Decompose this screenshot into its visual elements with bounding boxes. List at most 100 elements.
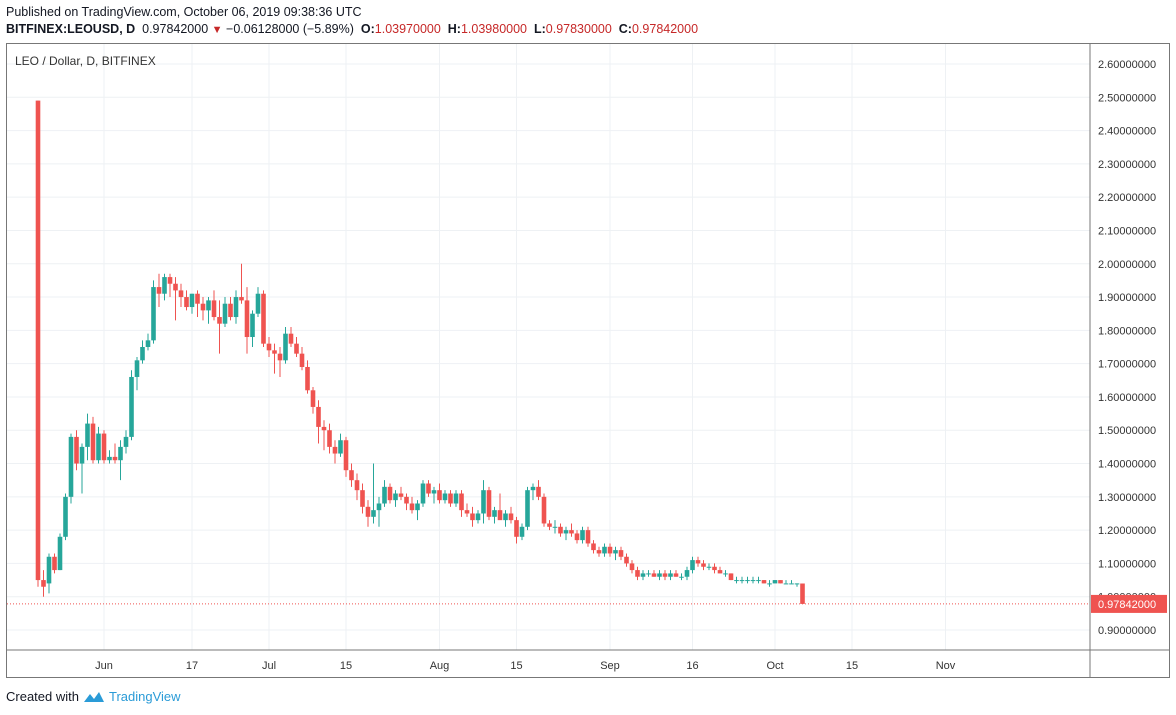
high-label: H: [447, 22, 461, 36]
candle-body [646, 573, 651, 575]
open-label: O: [360, 22, 375, 36]
close-value: 0.97842000 [631, 22, 699, 36]
x-tick-label: Nov [936, 660, 956, 672]
candle-body [525, 490, 530, 527]
candle-body [712, 566, 717, 571]
candle-body [536, 486, 541, 497]
x-tick-label: 17 [186, 660, 198, 672]
candle-body [211, 300, 217, 318]
candle-body [299, 353, 305, 367]
candle-body [717, 570, 723, 574]
candle-body [217, 317, 222, 324]
candle-body [371, 510, 376, 517]
y-tick-label: 2.10000000 [1098, 225, 1156, 237]
y-tick-label: 2.40000000 [1098, 126, 1156, 138]
candle-body [783, 583, 789, 585]
candle-body [283, 333, 288, 361]
candle-body [569, 530, 574, 534]
candle-body [668, 573, 673, 577]
candle-body [107, 456, 112, 461]
candle-body [563, 530, 569, 534]
x-tick-label: Jul [262, 660, 276, 672]
candle-body [530, 486, 536, 491]
candle-body [706, 566, 712, 568]
high-value: 1.03980000 [460, 22, 528, 36]
candle-body [415, 503, 420, 511]
candle-body [393, 493, 398, 501]
candle-body [404, 496, 409, 504]
candle-body [624, 556, 629, 564]
candle-body [778, 580, 783, 584]
candle-body [206, 300, 211, 311]
candle-body [684, 570, 690, 577]
candle-body [657, 573, 662, 577]
low-label: L: [533, 22, 546, 36]
candle-body [178, 290, 184, 298]
candle-body [723, 573, 728, 575]
candle-body [514, 520, 519, 537]
candle-body [800, 583, 805, 604]
candle-body [695, 560, 701, 564]
candle-body [398, 493, 404, 497]
candle-body [250, 313, 255, 338]
candle-body [239, 297, 244, 301]
y-tick-label: 0.90000000 [1098, 625, 1156, 637]
candle-body [134, 360, 140, 377]
candle-body [129, 376, 134, 437]
x-tick-label: Aug [430, 660, 450, 672]
candle-body [382, 486, 387, 504]
candle-body [503, 513, 508, 521]
candle-body [756, 580, 761, 582]
symbol-label[interactable]: BITFINEX:LEOUSD, D [6, 22, 136, 36]
candle-body [558, 526, 563, 534]
candle-body [750, 580, 756, 582]
candle-body [35, 100, 41, 581]
y-tick-label: 1.70000000 [1098, 359, 1156, 371]
last-price: 0.97842000 [142, 22, 209, 36]
published-note: Published on TradingView.com, October 06… [6, 5, 362, 19]
candle-body [574, 533, 580, 541]
y-tick-label: 1.60000000 [1098, 392, 1156, 404]
candle-body [486, 490, 492, 517]
tradingview-brand[interactable]: TradingView [108, 689, 181, 704]
candle-body [288, 333, 294, 344]
y-tick-label: 1.10000000 [1098, 558, 1156, 570]
candle-body [734, 580, 739, 582]
low-value: 0.97830000 [545, 22, 612, 36]
candle-body [321, 426, 327, 431]
candle-body [360, 490, 365, 507]
candle-body [745, 580, 750, 582]
candle-body [244, 300, 250, 338]
candle-body [151, 287, 156, 341]
candle-body [459, 493, 464, 511]
candle-body [673, 573, 679, 577]
candle-body [41, 580, 46, 587]
chart-frame[interactable] [6, 43, 1170, 678]
candle-body [552, 526, 558, 528]
candle-body [96, 433, 101, 461]
candle-body [376, 503, 382, 511]
candle-body [635, 570, 640, 577]
candle-body [74, 436, 79, 464]
y-tick-label: 2.00000000 [1098, 259, 1156, 271]
candle-body [387, 486, 393, 501]
candle-body [629, 563, 635, 571]
candle-body [497, 510, 503, 521]
candle-body [145, 340, 151, 347]
candle-body [184, 297, 189, 308]
candle-body [453, 493, 459, 504]
candle-body [618, 550, 624, 557]
last-price-label: 0.97842000 [1098, 599, 1156, 611]
y-tick-label: 1.30000000 [1098, 492, 1156, 504]
candle-body [162, 277, 167, 294]
candle-body [316, 406, 321, 427]
candle-body [602, 546, 607, 554]
candle-body [580, 530, 585, 541]
candle-body [68, 436, 74, 497]
candle-body [547, 523, 552, 527]
candle-body [585, 530, 591, 544]
candle-body [728, 573, 734, 581]
candle-body [52, 556, 57, 571]
candle-body [123, 436, 129, 447]
